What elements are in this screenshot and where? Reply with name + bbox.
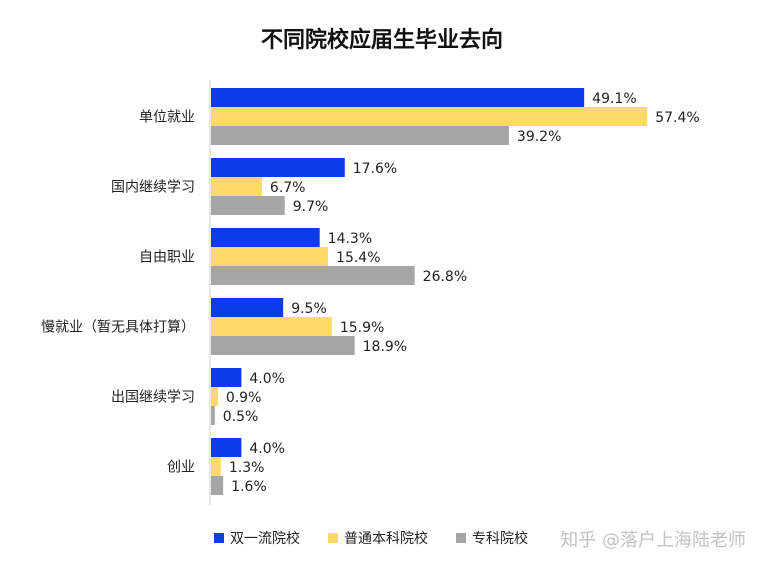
legend-item-series-3: 专科院校 bbox=[456, 528, 528, 548]
legend-swatch bbox=[456, 533, 466, 543]
data-label: 6.7% bbox=[270, 180, 306, 196]
data-label: 9.5% bbox=[291, 301, 327, 317]
bar bbox=[211, 196, 285, 215]
bar bbox=[211, 317, 332, 336]
category-label: 国内继续学习 bbox=[111, 179, 195, 196]
data-label: 14.3% bbox=[328, 231, 372, 247]
bar bbox=[211, 438, 242, 457]
data-label: 57.4% bbox=[655, 110, 699, 126]
data-label: 4.0% bbox=[249, 441, 285, 457]
category-label: 慢就业（暂无具体打算） bbox=[41, 319, 195, 336]
legend-label: 专科院校 bbox=[472, 531, 528, 547]
bar bbox=[211, 476, 224, 495]
bar bbox=[211, 88, 585, 107]
bar bbox=[211, 368, 242, 387]
bar bbox=[211, 126, 509, 145]
data-label: 15.4% bbox=[336, 250, 380, 266]
data-label: 15.9% bbox=[340, 320, 384, 336]
watermark: 知乎 @落户上海陆老师 bbox=[560, 530, 746, 551]
bar bbox=[211, 107, 648, 126]
bar bbox=[211, 266, 415, 285]
bar bbox=[211, 228, 320, 247]
data-label: 0.9% bbox=[226, 390, 262, 406]
data-label: 18.9% bbox=[363, 339, 407, 355]
category-label: 单位就业 bbox=[139, 110, 195, 126]
legend-item-series-2: 普通本科院校 bbox=[328, 528, 428, 548]
bar bbox=[211, 177, 262, 196]
bar bbox=[211, 387, 218, 406]
bar bbox=[211, 406, 215, 425]
data-label: 4.0% bbox=[249, 371, 285, 387]
bar bbox=[211, 298, 284, 317]
category-label: 自由职业 bbox=[139, 250, 195, 266]
legend-label: 普通本科院校 bbox=[344, 531, 428, 547]
data-label: 26.8% bbox=[423, 269, 467, 285]
data-label: 0.5% bbox=[223, 409, 259, 425]
category-label: 创业 bbox=[167, 460, 195, 476]
bar bbox=[211, 336, 355, 355]
data-label: 9.7% bbox=[293, 199, 329, 215]
data-label: 49.1% bbox=[592, 91, 636, 107]
data-label: 1.3% bbox=[229, 460, 265, 476]
chart-legend: 双一流院校 普通本科院校 专科院校 bbox=[214, 528, 528, 548]
legend-item-series-1: 双一流院校 bbox=[214, 528, 300, 548]
legend-swatch bbox=[214, 533, 224, 543]
data-label: 39.2% bbox=[517, 129, 561, 145]
bar bbox=[211, 158, 345, 177]
data-label: 1.6% bbox=[231, 479, 267, 495]
data-label: 17.6% bbox=[353, 161, 397, 177]
chart-title: 不同院校应届生毕业去向 bbox=[260, 28, 503, 53]
bar bbox=[211, 457, 221, 476]
bar bbox=[211, 247, 329, 266]
legend-swatch bbox=[328, 533, 338, 543]
category-label: 出国继续学习 bbox=[111, 389, 195, 406]
legend-label: 双一流院校 bbox=[230, 531, 300, 547]
